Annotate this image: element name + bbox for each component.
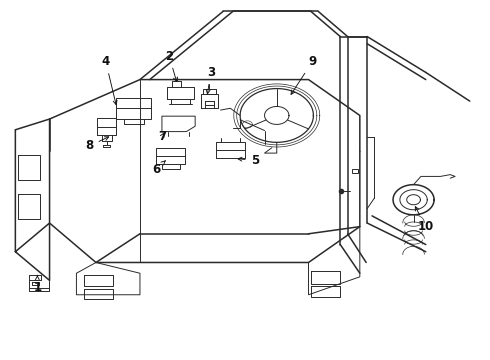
- Text: 8: 8: [85, 137, 109, 152]
- Text: 2: 2: [165, 50, 177, 81]
- Text: 6: 6: [152, 161, 165, 176]
- Bar: [352, 168, 358, 173]
- Text: 9: 9: [291, 55, 317, 94]
- Text: 3: 3: [206, 66, 215, 94]
- Text: 10: 10: [416, 207, 434, 233]
- Text: 7: 7: [158, 130, 166, 144]
- Text: 1: 1: [33, 275, 41, 294]
- Text: 4: 4: [101, 55, 117, 105]
- Text: 5: 5: [238, 154, 259, 167]
